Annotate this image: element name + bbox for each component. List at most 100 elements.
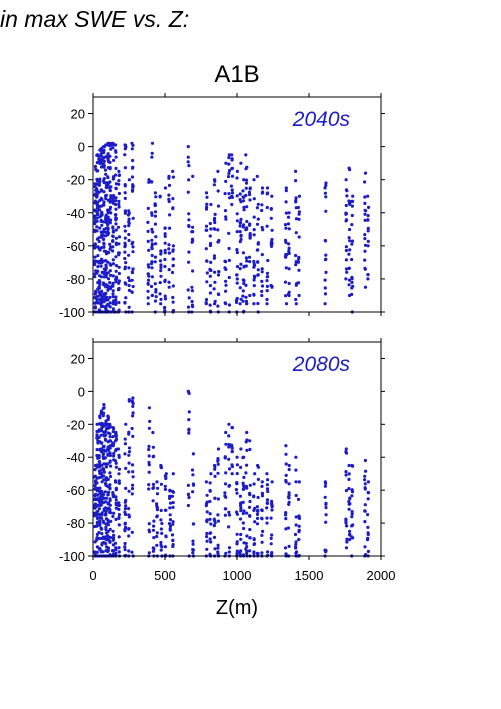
data-point [297, 516, 301, 521]
data-point [324, 183, 328, 187]
data-point [205, 539, 209, 543]
data-point [93, 164, 97, 169]
data-point [324, 501, 328, 505]
data-point [242, 281, 246, 286]
data-point [294, 523, 298, 527]
data-point [265, 516, 269, 520]
data-point [248, 514, 252, 518]
data-point [216, 304, 220, 308]
data-point [117, 453, 121, 457]
data-point [191, 551, 195, 555]
data-point [167, 522, 172, 526]
data-point [367, 205, 371, 209]
data-point [114, 517, 118, 522]
data-point [216, 204, 221, 208]
data-point [108, 487, 112, 491]
data-point [163, 248, 167, 252]
data-point [238, 302, 242, 306]
data-point [106, 518, 110, 522]
data-point [117, 504, 121, 508]
data-point [95, 219, 99, 223]
data-point [363, 243, 368, 247]
data-point [191, 452, 195, 456]
data-point [212, 227, 216, 231]
data-point [98, 523, 102, 528]
data-point [363, 487, 367, 491]
data-point [297, 524, 301, 528]
data-point [297, 235, 301, 239]
data-point [163, 264, 167, 269]
data-point [227, 457, 231, 461]
data-point [168, 527, 172, 531]
data-point [242, 279, 246, 283]
data-point [294, 198, 298, 202]
data-point [130, 278, 134, 282]
data-point [366, 491, 370, 495]
data-point [131, 143, 135, 147]
data-point [96, 169, 100, 173]
data-point [153, 222, 157, 226]
data-point [93, 494, 97, 498]
data-point [155, 480, 159, 484]
data-point [104, 172, 108, 176]
data-point [106, 175, 110, 179]
data-point [324, 270, 328, 274]
data-point [229, 184, 233, 188]
data-point [163, 545, 167, 549]
data-point [297, 537, 301, 542]
data-point [131, 396, 135, 400]
data-point [287, 227, 291, 231]
data-point [270, 241, 274, 245]
data-point [100, 223, 104, 227]
data-point [351, 523, 355, 527]
data-point [99, 152, 103, 156]
data-point [363, 503, 367, 507]
data-point [124, 261, 128, 265]
data-point [256, 495, 260, 500]
data-point [104, 266, 108, 270]
data-point [96, 493, 100, 497]
data-point [224, 279, 228, 283]
data-point [186, 155, 190, 159]
data-point [171, 207, 175, 211]
data-point [117, 308, 121, 312]
data-point [123, 281, 127, 285]
data-point [287, 281, 291, 286]
data-point [116, 287, 121, 291]
data-point [104, 275, 108, 279]
data-point [344, 219, 348, 223]
data-point [269, 207, 273, 211]
data-point [123, 437, 127, 441]
data-point [208, 268, 212, 272]
data-point [239, 549, 243, 553]
data-point [123, 166, 127, 170]
data-point [347, 487, 351, 491]
data-point [217, 270, 221, 274]
data-point [95, 503, 99, 507]
data-point [296, 497, 301, 501]
data-point [213, 302, 217, 306]
data-point [95, 481, 99, 485]
data-point [150, 266, 154, 270]
scatter-panel-2080s: 20 0 -20 -40 -60 -80 -100 2080s [59, 338, 385, 564]
data-point [163, 279, 167, 284]
data-point [347, 266, 351, 270]
data-point [187, 260, 191, 264]
data-point [227, 422, 231, 426]
data-point [239, 537, 243, 541]
data-point [104, 217, 108, 221]
data-point [114, 551, 118, 555]
y-tick-label: -60 [66, 483, 85, 498]
series-points-2040s [93, 141, 371, 314]
data-point [287, 211, 291, 215]
data-point [111, 284, 115, 288]
data-point [348, 537, 352, 542]
data-point [163, 297, 168, 301]
data-point [363, 171, 368, 175]
data-point [256, 242, 260, 246]
data-point [223, 491, 227, 495]
data-point [102, 474, 106, 478]
data-point [104, 527, 108, 532]
data-point [216, 546, 220, 550]
